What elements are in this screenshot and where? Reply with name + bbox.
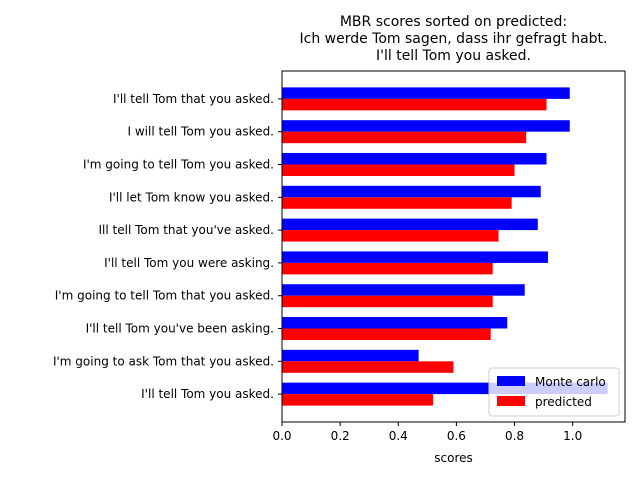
chart-title-line: I'll tell Tom you asked. [376, 48, 531, 64]
bar-predicted [282, 164, 515, 176]
legend-swatch [497, 396, 525, 406]
y-axis: I'll tell Tom you asked. I'm going to ask… [53, 92, 282, 401]
y-tick-label: I'll tell Tom that you asked. [113, 92, 274, 106]
bar-monte-carlo [282, 251, 548, 263]
bar-monte-carlo [282, 218, 538, 231]
x-tick-label: 0.2 [331, 429, 350, 443]
bar-monte-carlo [282, 317, 508, 329]
bar-predicted [282, 98, 547, 111]
bar-monte-carlo [282, 185, 541, 198]
y-tick-label: I'm going to tell Tom that you asked. [55, 289, 274, 303]
legend-label: Monte carlo [535, 375, 606, 389]
x-tick-label: 0.6 [447, 429, 466, 443]
legend-label: predicted [535, 395, 592, 409]
y-tick-label: Ill tell Tom that you've asked. [99, 223, 275, 237]
legend-swatch [497, 376, 525, 386]
axes-frame [281, 70, 626, 423]
bar-predicted [282, 295, 493, 308]
legend: Monte carlo predicted [488, 367, 620, 417]
bar-monte-carlo [282, 349, 419, 362]
y-tick-label: I will tell Tom you asked. [128, 125, 275, 139]
chart-title-line: Ich werde Tom sagen, dass ihr gefragt ha… [300, 31, 608, 47]
bar-monte-carlo [282, 153, 547, 165]
bar-predicted [282, 131, 527, 144]
bar-predicted [282, 361, 454, 373]
bar-monte-carlo [282, 87, 570, 99]
bar-predicted [282, 230, 499, 242]
x-tick-label: 0.4 [389, 429, 408, 443]
y-tick-label: I'm going to tell Tom you asked. [83, 157, 274, 171]
bar-predicted [282, 197, 512, 209]
chart-title-line: MBR scores sorted on predicted: [340, 14, 567, 30]
x-axis-label: scores [434, 451, 473, 465]
x-tick-label: 0.8 [505, 429, 524, 443]
x-axis: 0.0 0.2 0.4 0.6 0.8 1.0 [272, 422, 582, 443]
x-tick-label: 1.0 [563, 429, 582, 443]
chart-title: MBR scores sorted on predicted:Ich werde… [300, 14, 608, 64]
y-tick-label: I'll tell Tom you asked. [141, 387, 274, 401]
bar-monte-carlo [282, 284, 525, 296]
bars-group [282, 87, 608, 406]
y-tick-label: I'll tell Tom you were asking. [104, 256, 274, 270]
y-tick-label: I'm going to ask Tom that you asked. [53, 354, 274, 368]
bar-predicted [282, 394, 434, 406]
y-tick-label: I'll tell Tom you've been asking. [86, 322, 274, 336]
bar-predicted [282, 262, 493, 275]
bar-monte-carlo [282, 382, 608, 395]
bar-monte-carlo [282, 120, 570, 132]
bar-predicted [282, 328, 491, 340]
x-tick-label: 0.0 [272, 429, 291, 443]
y-tick-label: I'll let Tom know you asked. [109, 190, 274, 204]
